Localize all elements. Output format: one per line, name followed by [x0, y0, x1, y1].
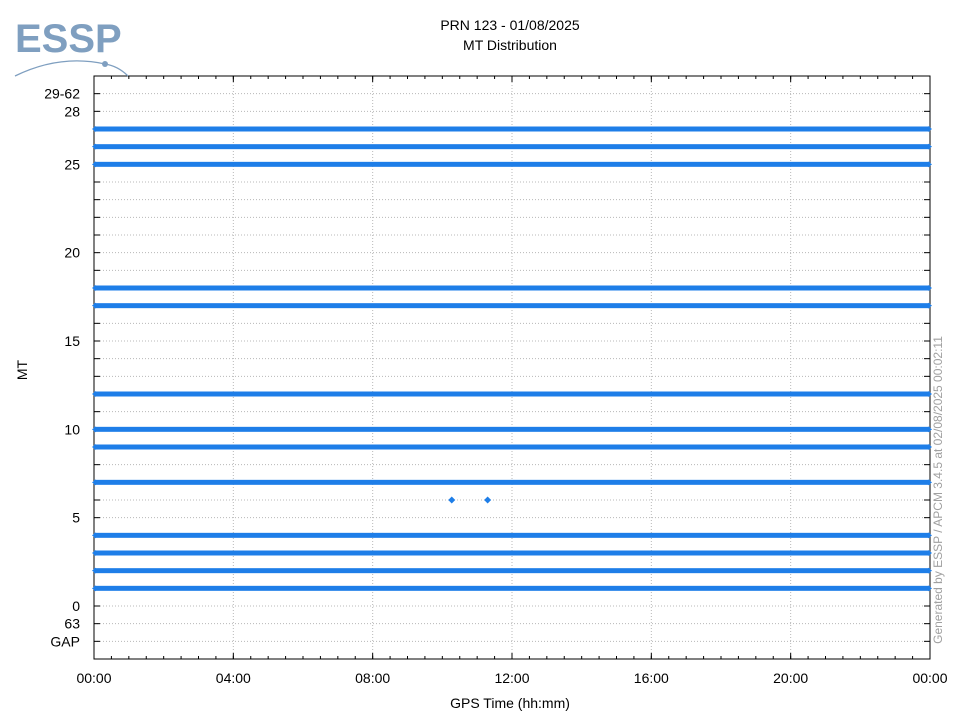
mt-band	[94, 126, 930, 132]
series-mt-17	[92, 302, 932, 309]
y-tick-label: 63	[64, 616, 80, 632]
y-axis-label: MT	[14, 359, 30, 381]
essp-logo: ESSP	[12, 14, 132, 78]
mt-band-start	[92, 161, 96, 168]
mt-band	[94, 568, 930, 574]
mt-band-end	[928, 161, 932, 168]
mt-band-start	[92, 444, 96, 450]
series-mt-18	[92, 285, 932, 291]
mt-band-end	[928, 532, 932, 539]
mt-band-end	[928, 143, 932, 150]
chart-title: PRN 123 - 01/08/2025	[440, 17, 580, 33]
y-tick-label: 15	[64, 333, 80, 349]
mt-band	[94, 550, 930, 556]
mt-band	[94, 479, 930, 485]
mt-band	[94, 285, 930, 291]
x-tick-label: 04:00	[216, 670, 251, 686]
x-tick-label: 00:00	[912, 670, 947, 686]
mt-band	[94, 444, 930, 450]
series-mt-10	[92, 426, 932, 433]
series-mt-12	[92, 391, 932, 397]
mt-band-start	[92, 285, 96, 291]
mt-band-end	[928, 126, 932, 132]
y-tick-label: 25	[64, 156, 80, 172]
logo-swoosh	[14, 60, 106, 77]
mt-band-end	[928, 550, 932, 556]
y-tick-label: 29-62	[44, 86, 80, 102]
series-mt-26	[92, 143, 932, 150]
essp-logo-graphic: ESSP	[14, 17, 129, 77]
series-mt-27	[92, 126, 932, 132]
mt-band-start	[92, 567, 96, 574]
logo-swoosh-tail	[104, 63, 129, 77]
mt-band	[94, 161, 930, 167]
mt-band	[94, 532, 930, 538]
x-tick-label: 20:00	[773, 670, 808, 686]
y-tick-label: 0	[72, 598, 80, 614]
y-tick-label: 10	[64, 421, 80, 437]
series-mt-4	[92, 532, 932, 539]
x-tick-label: 00:00	[76, 670, 111, 686]
series-mt-3	[92, 550, 932, 556]
y-tick-label: GAP	[50, 633, 80, 649]
y-tick-label: 28	[64, 103, 80, 119]
mt-band	[94, 585, 930, 591]
mt-series	[92, 126, 932, 592]
x-axis-label: GPS Time (hh:mm)	[450, 695, 570, 711]
x-tick-label: 12:00	[494, 670, 529, 686]
mt-band	[94, 426, 930, 432]
mt-band-start	[92, 532, 96, 539]
mt-band-end	[928, 391, 932, 397]
series-mt-25	[92, 161, 932, 168]
mt-band-start	[92, 426, 96, 433]
generator-credit: Generated by ESSP / APCM 3.4.5 at 02/08/…	[931, 336, 945, 644]
mt-band-start	[92, 391, 96, 397]
x-tick-label: 08:00	[355, 670, 390, 686]
mt-band	[94, 303, 930, 309]
series-mt-2	[92, 567, 932, 574]
mt-band	[94, 391, 930, 397]
chart-subtitle: MT Distribution	[463, 37, 557, 53]
mt-band-start	[92, 143, 96, 150]
mt-band-end	[928, 285, 932, 291]
series-mt-7	[92, 479, 932, 486]
mt-point	[448, 496, 456, 504]
series-mt-1	[92, 585, 932, 592]
logo-text: ESSP	[15, 17, 122, 61]
mt-band	[94, 144, 930, 150]
mt-band-start	[92, 550, 96, 556]
mt-band-start	[92, 126, 96, 132]
mt-band-start	[92, 479, 96, 486]
mt-band-end	[928, 426, 932, 433]
mt-band-end	[928, 585, 932, 592]
mt-band-end	[928, 444, 932, 450]
mt-band-end	[928, 302, 932, 309]
y-tick-label: 20	[64, 245, 80, 261]
mt-band-start	[92, 302, 96, 309]
x-tick-label: 16:00	[634, 670, 669, 686]
mt-point	[484, 496, 492, 504]
y-tick-label: 5	[72, 510, 80, 526]
mt-band-end	[928, 479, 932, 486]
series-mt-9	[92, 444, 932, 450]
mt-band-start	[92, 585, 96, 592]
mt-band-end	[928, 567, 932, 574]
